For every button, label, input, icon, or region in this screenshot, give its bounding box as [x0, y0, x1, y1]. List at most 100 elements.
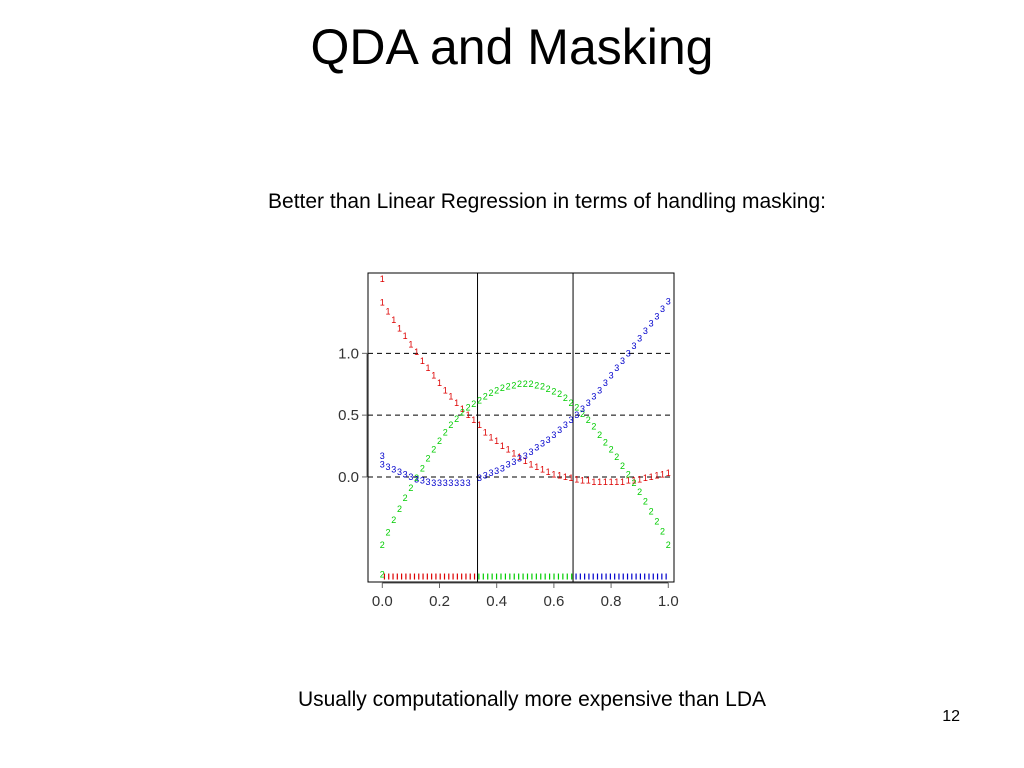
data-point-class-3: 3	[643, 326, 648, 336]
data-point-class-1: 1	[591, 477, 596, 487]
data-point-class-2: 2	[506, 382, 511, 392]
data-point-class-2: 2	[460, 408, 465, 418]
data-point-class-3: 3	[397, 467, 402, 477]
data-point-class-1: 1	[654, 471, 659, 481]
data-point-class-1: 1	[569, 473, 574, 483]
data-point-class-1: 1	[563, 472, 568, 482]
data-point-class-3: 3	[586, 398, 591, 408]
data-point-class-1: 1	[511, 448, 516, 458]
data-point-class-3: 3	[620, 356, 625, 366]
data-point-class-2: 2	[666, 540, 671, 550]
data-point-class-1: 1	[551, 469, 556, 479]
data-point-class-2: 2	[397, 504, 402, 514]
data-point-class-2: 2	[454, 414, 459, 424]
data-point-class-3: 3	[494, 466, 499, 476]
x-tick-label: 0.0	[372, 593, 393, 610]
data-point-class-2: 2	[631, 478, 636, 488]
data-point-class-2: 2	[614, 452, 619, 462]
data-point-class-3: 3	[563, 420, 568, 430]
data-point-class-3: 3	[443, 478, 448, 488]
data-point-class-3: 3	[477, 473, 482, 483]
data-point-class-2: 2	[408, 483, 413, 493]
data-point-class-2: 2	[431, 445, 436, 455]
data-point-class-3: 3	[391, 465, 396, 475]
data-point-class-1: 1	[408, 340, 413, 350]
qda-masking-chart: 0.0 0.2 0.4 0.6 0.8 1.0 0.0 0.5 1.0 1 1 1 1 1 1 1 1 1 1 1 1 1…	[320, 262, 700, 622]
data-point-class-1: 1	[546, 467, 551, 477]
data-point-class-2: 2	[637, 487, 642, 497]
data-point-class-1: 1	[660, 469, 665, 479]
data-point-class-1: 1	[597, 477, 602, 487]
data-point-class-1: 1	[580, 476, 585, 486]
data-point-class-3: 3	[454, 478, 459, 488]
slide-footer-text: Usually computationally more expensive t…	[297, 688, 767, 711]
data-point-class-2: 2	[580, 409, 585, 419]
data-point-class-2: 2	[609, 445, 614, 455]
data-point-class-1: 1	[540, 465, 545, 475]
data-point-class-3: 3	[420, 476, 425, 486]
data-point-class-3: 3	[660, 304, 665, 314]
data-point-class-1: 1	[397, 324, 402, 334]
data-point-class-2: 2	[660, 526, 665, 536]
data-point-class-2: 2	[403, 493, 408, 503]
data-point-class-2: 2	[574, 403, 579, 413]
data-point-class-1: 1	[506, 445, 511, 455]
data-point-class-1: 1	[426, 363, 431, 373]
data-point-class-2: 2	[443, 427, 448, 437]
data-point-class-2: 2	[500, 383, 505, 393]
data-point-class-1: 1	[471, 415, 476, 425]
data-point-class-1: 1	[448, 392, 453, 402]
data-point-class-3: 3	[626, 348, 631, 358]
data-point-class-3: 3	[500, 463, 505, 473]
data-point-class-3: 3	[414, 474, 419, 484]
data-point-class-3: 3	[534, 442, 539, 452]
data-point-class-1: 1	[523, 456, 528, 466]
data-point-class-3: 3	[609, 371, 614, 381]
data-point-class-3: 3	[426, 477, 431, 487]
y-tick-label: 0.0	[338, 469, 359, 486]
data-point-class-3: 3	[483, 471, 488, 481]
data-point-class-2: 2	[534, 380, 539, 390]
data-point-class-2: 2	[591, 421, 596, 431]
data-point-class-3: 3	[511, 457, 516, 467]
data-point-class-2: 2	[586, 415, 591, 425]
data-point-class-1: 1	[403, 331, 408, 341]
data-point-class-3: 3	[597, 385, 602, 395]
data-point-class-3: 3	[540, 439, 545, 449]
data-point-class-3: 3	[631, 341, 636, 351]
data-point-class-1: 1	[603, 477, 608, 487]
data-point-class-2: 2	[643, 497, 648, 507]
y-tick-label: 1.0	[338, 345, 359, 362]
data-point-class-3: 3	[546, 435, 551, 445]
data-point-class-1: 1	[557, 471, 562, 481]
data-point-class-2: 2	[551, 387, 556, 397]
data-point-class-3: 3	[649, 319, 654, 329]
data-point-class-1: 1	[477, 420, 482, 430]
data-point-class-2: 2	[426, 453, 431, 463]
data-point-class-1: 1	[609, 477, 614, 487]
data-point-class-1: 1	[460, 404, 465, 414]
data-point-class-1: 1	[637, 474, 642, 484]
data-point-class-1: 1	[574, 474, 579, 484]
data-point-class-1: 1	[500, 441, 505, 451]
data-point-class-1: 1	[649, 472, 654, 482]
data-point-class-2: 2	[437, 436, 442, 446]
data-point-class-1: 1	[380, 298, 385, 308]
data-point-class-2: 2	[414, 473, 419, 483]
data-point-class-3: 3	[517, 453, 522, 463]
data-point-class-1: 1	[620, 477, 625, 487]
data-point-class-1: 1	[517, 452, 522, 462]
data-point-class-2: 2	[386, 528, 391, 538]
x-tick-label: 0.4	[486, 593, 507, 610]
data-point-class-3: 3	[569, 415, 574, 425]
data-point-class-2: 2	[483, 392, 488, 402]
y-tick-label: 0.5	[338, 407, 359, 424]
data-point-class-3: 3	[551, 430, 556, 440]
x-tick-label: 0.2	[429, 593, 450, 610]
data-point-class-1: 1	[494, 436, 499, 446]
data-point-class-3: 3	[529, 447, 534, 457]
data-point-class-3: 3	[488, 468, 493, 478]
data-point-class-1: 1	[466, 410, 471, 420]
data-point-class-1: 1	[443, 385, 448, 395]
data-point-class-3: 3	[386, 462, 391, 472]
